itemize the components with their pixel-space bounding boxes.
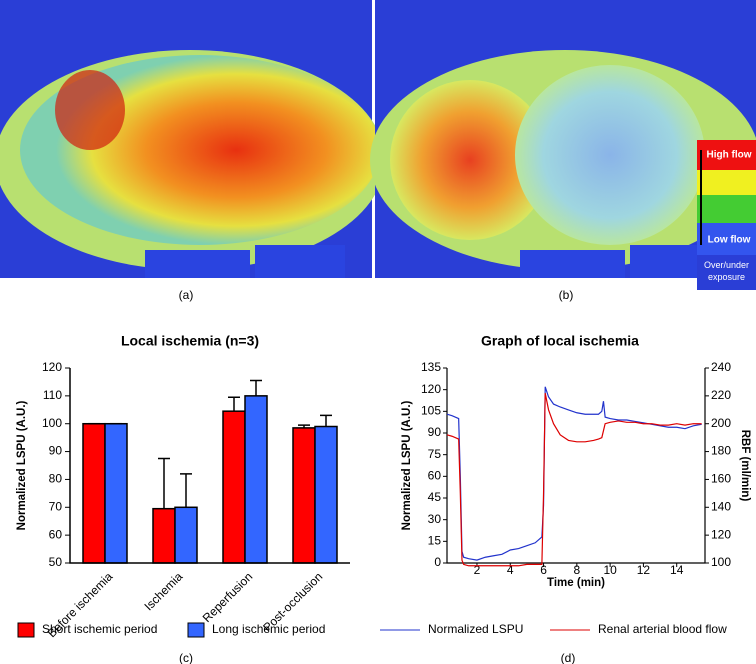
panel-label: (a) (179, 288, 194, 302)
y-tick-label: 15 (428, 534, 442, 548)
y2-tick-label: 200 (711, 416, 731, 430)
panel-label: (d) (561, 651, 576, 664)
line (446, 392, 702, 567)
legend-swatch (17, 622, 35, 638)
bar (174, 506, 198, 564)
axes (69, 368, 350, 564)
legend-exposure: Over/under exposure (703, 260, 750, 282)
legend-label: Renal arterial blood flow (598, 622, 727, 636)
y2-tick-label: 100 (711, 555, 731, 569)
y-tick-label: 0 (434, 555, 441, 569)
panel-label: (b) (559, 288, 574, 302)
x-tick-label: 12 (637, 563, 651, 577)
x-tick-label: Reperfusion (200, 569, 256, 625)
error-bar (180, 473, 192, 508)
y2-tick-label: 180 (711, 444, 731, 458)
x-tick-label: 14 (670, 563, 684, 577)
legend-low: Low flow (708, 235, 751, 246)
legend-label: Long ischemic period (212, 622, 325, 636)
image-b: High flow Low flow Over/under exposure (370, 0, 756, 290)
error-bar (158, 457, 170, 509)
x-tick-label: Ischemia (142, 569, 186, 613)
y-tick-label: 120 (421, 382, 441, 396)
y-tick-label: 50 (49, 555, 63, 569)
y-tick-label: 105 (421, 404, 441, 418)
legend-label: Short ischemic period (42, 622, 157, 636)
error-bar (298, 424, 310, 428)
y2-tick-label: 140 (711, 499, 731, 513)
bar (152, 507, 176, 564)
y-axis-title: Normalized LSPU (A.U.) (16, 400, 28, 530)
bar (222, 410, 246, 564)
y2-tick-label: 160 (711, 472, 731, 486)
y2-tick-label: 120 (711, 527, 731, 541)
y-tick-label: 60 (428, 469, 442, 483)
y-tick-label: 60 (49, 527, 63, 541)
bar (244, 395, 268, 564)
bar (82, 422, 106, 564)
x-tick-label: 8 (573, 563, 580, 577)
image-a (0, 0, 385, 278)
y-axis-title: Normalized LSPU (A.U.) (401, 400, 413, 530)
y2-tick-label: 240 (711, 360, 731, 374)
y-tick-label: 80 (49, 472, 63, 486)
error-bar (320, 414, 332, 427)
panel-label: (c) (179, 651, 193, 664)
y-tick-label: 75 (428, 447, 442, 461)
x-axis-title: Time (min) (547, 577, 605, 589)
y-tick-label: 100 (42, 416, 62, 430)
y-tick-label: 120 (42, 360, 62, 374)
y-tick-label: 70 (49, 499, 63, 513)
y-tick-label: 110 (43, 388, 62, 402)
y-tick-label: 45 (428, 490, 442, 504)
bar (292, 427, 316, 564)
x-tick-label: 4 (507, 563, 514, 577)
legend-label: Normalized LSPU (428, 622, 523, 636)
y-tick-label: 90 (428, 425, 442, 439)
y2-axis-title: RBF (ml/min) (739, 430, 751, 502)
error-bar (250, 379, 262, 396)
bar (314, 425, 338, 564)
x-tick-label: 2 (474, 563, 481, 577)
line (446, 386, 702, 561)
bar (104, 422, 128, 564)
x-tick-label: 6 (540, 563, 547, 577)
legend-swatch (187, 622, 205, 638)
axes (446, 368, 706, 564)
legend-exposure-box: Over/under exposure (703, 260, 750, 282)
y2-tick-label: 220 (711, 388, 731, 402)
legend-high: High flow (707, 150, 752, 161)
x-tick-label: 10 (603, 563, 617, 577)
y-tick-label: 135 (421, 360, 441, 374)
chart-title: Graph of local ischemia (481, 333, 639, 349)
y-tick-label: 30 (428, 512, 442, 526)
y-tick-label: 90 (49, 444, 63, 458)
chart-title: Local ischemia (n=3) (121, 333, 259, 349)
error-bar (228, 396, 240, 412)
